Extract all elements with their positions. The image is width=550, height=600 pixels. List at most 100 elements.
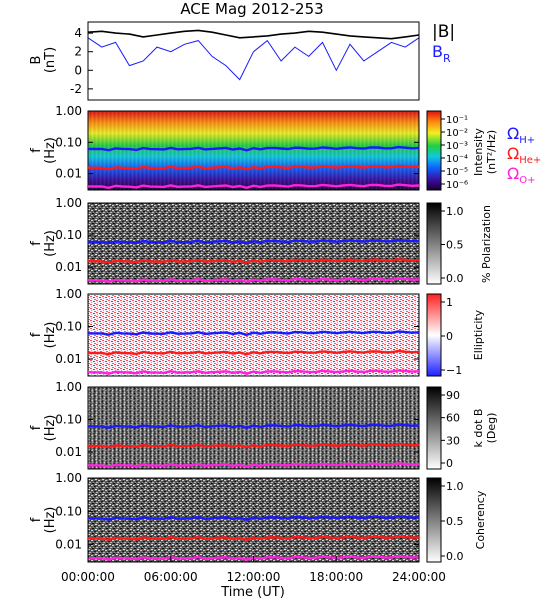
y-tick-label: 0.01 <box>55 260 82 274</box>
colorbar-label-intensity: Intensity <box>472 128 485 176</box>
y-tick-label-b: 2 <box>74 45 82 59</box>
cyclotron-line-o <box>87 277 420 284</box>
colorbar-tick-label: 0.0 <box>446 272 464 285</box>
spectrogram-overlay-ellipticity: 1.00 0.10 0.01 f (Hz) <box>29 287 420 375</box>
colorbar-tick-label: 1.0 <box>446 480 464 493</box>
panel-wave-normal-angle <box>87 386 420 470</box>
cyclotron-legend: ΩH+ ΩHe+ ΩO+ <box>507 124 541 186</box>
colorbar-tick-label: 0.0 <box>446 550 464 563</box>
legend-bmag: |B| <box>432 22 455 42</box>
colorbar-label-wave-normal: k dot B <box>472 409 485 448</box>
colorbar-coherency <box>426 477 442 563</box>
x-tick-label: 18:00:00 <box>309 570 363 584</box>
panel-polarization <box>87 202 420 285</box>
x-tick-label: 00:00:00 <box>61 570 115 584</box>
panel-magnetic-field: 4 2 0 -2 B (nT) |B| BR <box>29 21 455 101</box>
y-axis-unit: (Hz) <box>43 230 58 257</box>
panel-coherency <box>87 477 420 563</box>
series-line-br <box>87 37 420 81</box>
colorbar-tick-labels: 10⁻¹ 10⁻² 10⁻³ 10⁻⁴ 10⁻⁵ 10⁻⁶ 1.0 0.5 0.0 1 0 −1 90 6… <box>441 115 468 563</box>
colorbar-tick-label: 1 <box>446 296 453 309</box>
y-axis-label-b: B <box>29 56 44 65</box>
colorbar-tick-label: 10⁻³ <box>446 141 468 152</box>
y-axis-label: f <box>29 148 44 153</box>
y-axis-label: f <box>29 517 44 522</box>
colorbar-tick-label: 1.0 <box>446 205 464 218</box>
y-tick-label: 1.00 <box>55 471 82 485</box>
legend-br: BR <box>432 42 451 65</box>
x-tick-label: 06:00:00 <box>144 570 198 584</box>
cyclotron-line-h <box>87 330 420 337</box>
spectrogram-overlay-intensity: 1.00 0.10 0.01 f (Hz) <box>29 104 420 190</box>
colorbar-tick-label: 10⁻⁵ <box>446 167 468 178</box>
y-tick-label-b: 0 <box>74 63 82 77</box>
y-tick-label: 0.10 <box>55 228 82 242</box>
cyclotron-line-he <box>87 164 420 171</box>
y-axis-unit: (Hz) <box>43 322 58 349</box>
colorbar-intensity <box>426 110 442 191</box>
colorbar-tick-label: −1 <box>446 364 462 377</box>
cyclotron-line-h <box>87 423 420 430</box>
cyclotron-line-h <box>87 238 420 245</box>
legend-omega-he: ΩHe+ <box>507 144 541 166</box>
cyclotron-line-he <box>87 442 420 449</box>
colorbar-unit-wave-normal: (Deg) <box>485 413 498 444</box>
y-axis-label: f <box>29 425 44 430</box>
spectrogram-overlay-wave-normal-angle: 1.00 0.10 0.01 f (Hz) <box>29 380 420 468</box>
figure-title: ACE Mag 2012-253 <box>180 0 323 18</box>
colorbar-ellipticity <box>426 293 442 377</box>
colorbar-polarization <box>426 202 442 285</box>
cyclotron-line-he <box>87 535 420 542</box>
y-axis-unit: (Hz) <box>43 137 58 164</box>
x-tick-label: 24:00:00 <box>392 570 446 584</box>
colorbar-unit-intensity: (nT²/Hz) <box>485 130 498 174</box>
colorbar-tick-label: 0 <box>446 330 453 343</box>
series-line-bmag <box>87 29 420 40</box>
y-axis-unit: (Hz) <box>43 507 58 534</box>
y-axis-unit-b: (nT) <box>43 47 58 73</box>
y-tick-label: 1.00 <box>55 380 82 394</box>
colorbar-wave-normal <box>426 386 442 470</box>
y-tick-label-b: -2 <box>70 82 82 96</box>
cyclotron-line-o <box>87 462 420 468</box>
colorbar-tick-label: 90 <box>446 389 460 402</box>
cyclotron-line-h <box>87 515 420 522</box>
cyclotron-line-o <box>87 369 420 375</box>
legend-omega-o: ΩO+ <box>507 164 535 186</box>
y-tick-label: 0.01 <box>55 352 82 366</box>
colorbar-tick-label: 0.5 <box>446 239 464 252</box>
cyclotron-line-h <box>87 145 420 152</box>
panel-ellipticity <box>87 293 420 377</box>
panel-intensity <box>87 110 420 191</box>
legend-omega-h: ΩH+ <box>507 124 535 146</box>
x-axis-label: Time (UT) <box>220 585 285 600</box>
colorbar-tick-label: 10⁻¹ <box>446 115 468 126</box>
x-tick-label: 12:00:00 <box>227 570 281 584</box>
y-tick-label: 1.00 <box>55 104 82 118</box>
colorbars: 10⁻¹ 10⁻² 10⁻³ 10⁻⁴ 10⁻⁵ 10⁻⁶ 1.0 0.5 0.0 1 0 −1 90 6… <box>426 110 498 563</box>
y-tick-label: 1.00 <box>55 287 82 301</box>
y-tick-label-b: 4 <box>74 26 82 40</box>
y-tick-label: 0.01 <box>55 445 82 459</box>
colorbar-tick-label: 60 <box>446 412 460 425</box>
colorbar-tick-label: 10⁻⁴ <box>446 154 468 165</box>
spectrogram-overlay-polarization: 1.00 0.10 0.01 f (Hz) <box>29 196 420 284</box>
colorbar-tick-label: 0.5 <box>446 515 464 528</box>
cyclotron-line-he <box>87 258 420 264</box>
y-axis-ticks-b: 4 2 0 -2 <box>70 26 93 96</box>
cyclotron-line-o <box>87 183 420 190</box>
y-axis-unit: (Hz) <box>43 415 58 442</box>
y-tick-label: 0.10 <box>55 135 82 149</box>
colorbar-tick-label: 0 <box>446 457 453 470</box>
y-tick-label: 1.00 <box>55 196 82 210</box>
y-tick-label: 0.10 <box>55 320 82 334</box>
x-axis: 00:00:00 06:00:00 12:00:00 18:00:00 24:00:00 <box>61 556 446 584</box>
cyclotron-line-he <box>87 349 420 356</box>
colorbar-label-polarization: % Polarization <box>480 205 493 283</box>
y-tick-label: 0.10 <box>55 504 82 518</box>
y-axis-label: f <box>29 241 44 246</box>
y-axis-label: f <box>29 332 44 337</box>
y-tick-label: 0.01 <box>55 538 82 552</box>
colorbar-tick-label: 30 <box>446 434 460 447</box>
